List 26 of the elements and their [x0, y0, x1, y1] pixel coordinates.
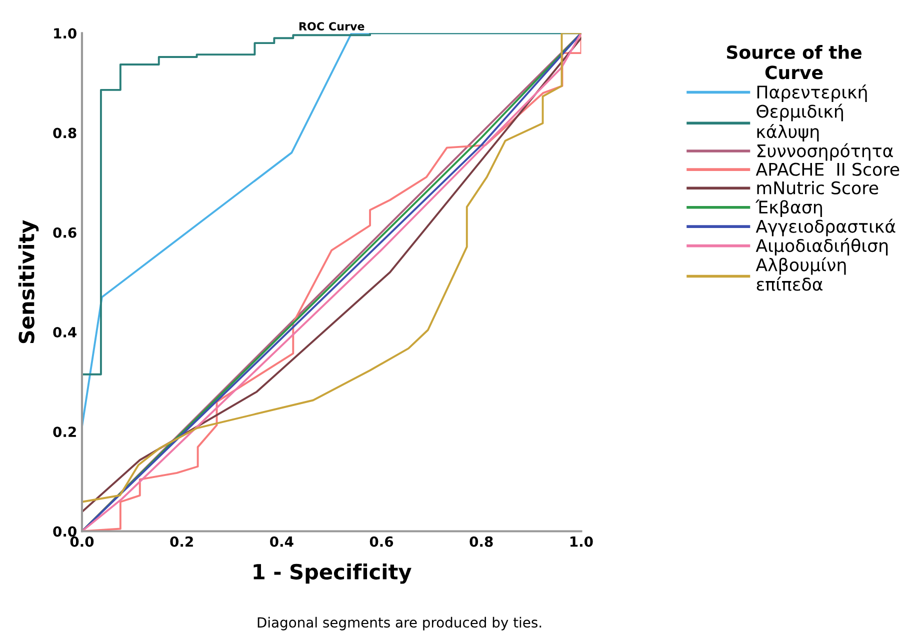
x-tick-label: 0.0: [70, 536, 94, 547]
legend-label: Θερμιδική κάλυψη: [756, 104, 843, 142]
x-tick-label: 1.0: [570, 536, 593, 547]
y-tick-label: 0.8: [53, 128, 76, 138]
legend-label: mNutric Score: [757, 180, 878, 194]
legend-label: Αιμοδιαδιήθιση: [756, 238, 888, 256]
legend-label: Αλβουμίνη επίπεδα: [756, 257, 846, 291]
legend-label: Αγγειοδραστικά: [756, 218, 896, 236]
y-tick-label: 0.0: [53, 526, 76, 537]
x-axis-title: 1 - Specificity: [254, 563, 412, 584]
x-tick-label: 0.4: [270, 536, 294, 547]
chart-title: ROC Curve: [299, 22, 364, 31]
legend-label: Συννοσηρότητα: [757, 143, 893, 161]
legend-label: Έκβαση: [755, 200, 822, 218]
y-tick-label: 0.2: [53, 426, 76, 438]
x-tick-label: 0.8: [470, 536, 493, 547]
y-tick-label: 1.0: [54, 28, 76, 39]
y-tick-label: 0.4: [53, 326, 76, 338]
x-tick-label: 0.6: [370, 536, 394, 547]
x-tick-label: 0.2: [170, 536, 193, 547]
text: Diagonal segments are produced by ties.: [258, 616, 542, 630]
y-tick-label: 0.6: [53, 227, 76, 238]
legend-label: APACHE II Score: [756, 162, 900, 176]
legend-title: Source of the Curve: [726, 45, 862, 80]
y-axis-title: Sensitivity: [18, 220, 39, 344]
legend-label: Παρεντερική: [757, 84, 867, 102]
